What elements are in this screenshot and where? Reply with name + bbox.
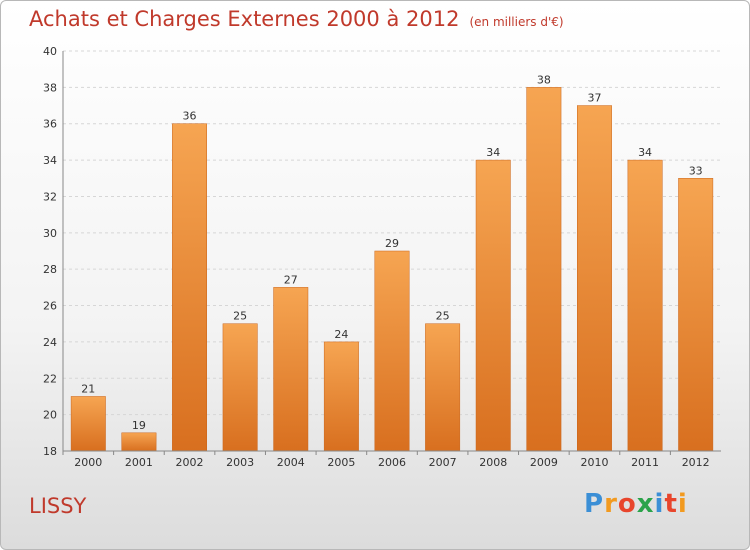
bar bbox=[323, 341, 359, 452]
x-tick-label: 2007 bbox=[429, 456, 457, 469]
logo-letter: P bbox=[584, 489, 605, 519]
chart-title: Achats et Charges Externes 2000 à 2012 (e… bbox=[29, 7, 564, 31]
bar bbox=[475, 159, 511, 452]
bar bbox=[121, 432, 157, 452]
bar bbox=[678, 178, 714, 452]
bar-value-label: 27 bbox=[284, 273, 298, 286]
x-tick-label: 2008 bbox=[479, 456, 507, 469]
y-tick-label: 32 bbox=[43, 190, 57, 203]
x-tick-label: 2004 bbox=[277, 456, 305, 469]
bar-value-label: 25 bbox=[436, 310, 450, 323]
logo-letter: t bbox=[664, 489, 678, 519]
bar-value-label: 38 bbox=[537, 73, 551, 86]
x-tick-label: 2002 bbox=[176, 456, 204, 469]
bar bbox=[526, 87, 562, 452]
x-tick-label: 2010 bbox=[580, 456, 608, 469]
x-tick-label: 2001 bbox=[125, 456, 153, 469]
bar-value-label: 21 bbox=[81, 382, 95, 395]
bar bbox=[577, 105, 612, 452]
logo-letter: i bbox=[654, 489, 665, 519]
bar-value-label: 24 bbox=[334, 328, 348, 341]
y-tick-label: 38 bbox=[43, 81, 57, 94]
bar bbox=[172, 123, 207, 452]
y-tick-label: 30 bbox=[43, 227, 57, 240]
y-tick-label: 40 bbox=[43, 45, 57, 58]
proxiti-logo: Proxiti bbox=[584, 489, 688, 519]
logo-letter: x bbox=[636, 489, 655, 519]
logo-letter: r bbox=[604, 489, 618, 519]
bar bbox=[627, 159, 663, 452]
logo-letter: i bbox=[677, 489, 688, 519]
y-tick-label: 26 bbox=[43, 300, 57, 313]
commune-name: LISSY bbox=[29, 494, 87, 518]
bar bbox=[374, 250, 410, 452]
y-tick-label: 28 bbox=[43, 263, 57, 276]
x-tick-label: 2011 bbox=[631, 456, 659, 469]
bar-value-label: 34 bbox=[486, 146, 500, 159]
y-tick-label: 18 bbox=[43, 445, 57, 458]
bar bbox=[222, 323, 258, 452]
bar bbox=[273, 287, 309, 452]
bar-value-label: 25 bbox=[233, 310, 247, 323]
y-tick-label: 20 bbox=[43, 409, 57, 422]
x-tick-label: 2000 bbox=[74, 456, 102, 469]
x-tick-label: 2006 bbox=[378, 456, 406, 469]
bar-value-label: 36 bbox=[183, 110, 197, 123]
bar-value-label: 34 bbox=[638, 146, 652, 159]
bar-value-label: 19 bbox=[132, 419, 146, 432]
y-tick-label: 34 bbox=[43, 154, 57, 167]
x-tick-label: 2012 bbox=[682, 456, 710, 469]
bar bbox=[425, 323, 461, 452]
chart-title-text: Achats et Charges Externes 2000 à 2012 bbox=[29, 7, 460, 31]
bar-value-label: 37 bbox=[587, 92, 601, 105]
bar-value-label: 29 bbox=[385, 237, 399, 250]
x-tick-label: 2009 bbox=[530, 456, 558, 469]
chart-subtitle: (en milliers d'€) bbox=[469, 15, 564, 29]
logo-letter: o bbox=[617, 489, 637, 519]
y-tick-label: 24 bbox=[43, 336, 57, 349]
bar bbox=[70, 396, 106, 452]
y-tick-label: 36 bbox=[43, 118, 57, 131]
bar-value-label: 33 bbox=[689, 164, 703, 177]
x-tick-label: 2003 bbox=[226, 456, 254, 469]
y-tick-label: 22 bbox=[43, 372, 57, 385]
x-tick-label: 2005 bbox=[327, 456, 355, 469]
